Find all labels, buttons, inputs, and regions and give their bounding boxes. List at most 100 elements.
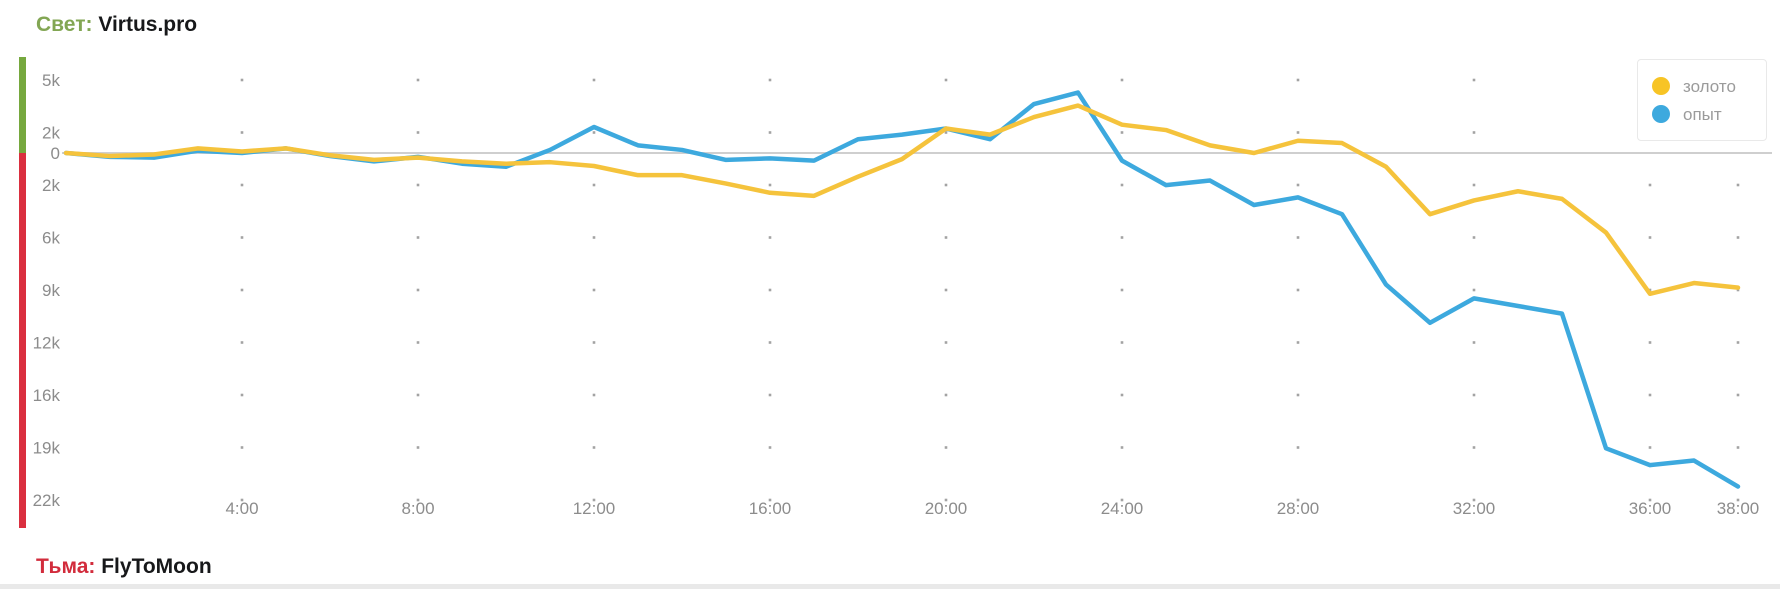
grid-dot <box>1472 393 1476 397</box>
y-axis-label: 2k <box>42 176 60 195</box>
grid-dot <box>416 78 420 82</box>
grid-dot <box>1472 498 1476 502</box>
grid-dot <box>592 341 596 344</box>
dire-team-title: Тьма: FlyToMoon <box>36 555 212 579</box>
grid-dot <box>592 236 596 239</box>
grid-dot <box>416 183 420 187</box>
grid-dot <box>1296 131 1300 134</box>
grid-dot <box>1296 446 1300 449</box>
grid-dot <box>240 288 244 292</box>
grid-dot <box>1736 236 1740 239</box>
grid-dot <box>592 183 596 187</box>
x-axis-label: 20:00 <box>925 499 968 518</box>
grid-dot <box>1736 183 1740 187</box>
grid-dot <box>240 341 244 344</box>
grid-dot <box>1472 341 1476 344</box>
grid-dot <box>240 446 244 449</box>
grid-dot <box>240 393 244 397</box>
grid-dot <box>1120 341 1124 344</box>
legend-label-xp: опыт <box>1683 104 1722 124</box>
grid-dot <box>944 236 948 239</box>
x-axis-label: 32:00 <box>1453 499 1496 518</box>
grid-dot <box>416 341 420 344</box>
y-axis-label: 19k <box>33 439 61 458</box>
y-axis-label: 16k <box>33 386 61 405</box>
grid-dot <box>1736 498 1740 502</box>
grid-dot <box>1472 131 1476 134</box>
grid-dot <box>1648 236 1652 239</box>
grid-dot <box>1296 341 1300 344</box>
grid-dot <box>1120 131 1124 134</box>
grid-dot <box>592 446 596 449</box>
bottom-divider <box>0 584 1780 589</box>
grid-dot <box>1648 183 1652 187</box>
grid-dot <box>768 183 772 187</box>
grid-dot <box>416 131 420 134</box>
radiant-side-label: Свет: <box>36 13 93 36</box>
grid-dot <box>1736 341 1740 344</box>
xp-series-dot-icon <box>1652 105 1670 123</box>
grid-dot <box>1736 446 1740 449</box>
grid-dot <box>768 288 772 292</box>
grid-dot <box>240 183 244 187</box>
x-axis-label: 24:00 <box>1101 499 1144 518</box>
grid-dot <box>1120 236 1124 239</box>
grid-dot <box>1120 393 1124 397</box>
y-axis-label: 6k <box>42 229 60 248</box>
y-axis-label: 12k <box>33 334 61 353</box>
grid-dot <box>944 393 948 397</box>
grid-dot <box>768 341 772 344</box>
grid-dot <box>240 131 244 134</box>
grid-dot <box>768 131 772 134</box>
x-axis-label: 8:00 <box>401 499 434 518</box>
grid-dot <box>240 78 244 82</box>
grid-dot <box>944 78 948 82</box>
x-axis-label: 28:00 <box>1277 499 1320 518</box>
grid-dot <box>944 341 948 344</box>
grid-dot <box>768 446 772 449</box>
grid-dot <box>592 78 596 82</box>
y-axis-label: 22k <box>33 491 61 510</box>
legend-label-gold: золото <box>1683 76 1736 96</box>
grid-dot <box>416 288 420 292</box>
grid-dot <box>1472 78 1476 82</box>
grid-dot <box>768 393 772 397</box>
grid-dot <box>592 393 596 397</box>
grid-dot <box>416 498 420 502</box>
grid-dot <box>1736 288 1740 292</box>
grid-dot <box>1120 288 1124 292</box>
y-axis-label: 5k <box>42 71 60 90</box>
radiant-team-title: Свет: Virtus.pro <box>36 13 197 37</box>
dire-side-bar <box>19 153 26 528</box>
x-axis-label: 16:00 <box>749 499 792 518</box>
dire-team-name: FlyToMoon <box>101 555 212 578</box>
dire-side-label: Тьма: <box>36 555 96 578</box>
grid-dot <box>944 498 948 502</box>
y-axis-label: 2k <box>42 124 60 143</box>
chart-legend: золото опыт <box>1637 59 1767 141</box>
grid-dot <box>1472 446 1476 449</box>
grid-dot <box>1296 236 1300 239</box>
radiant-side-bar <box>19 57 26 153</box>
gold-line <box>63 103 1741 297</box>
legend-item-xp[interactable]: опыт <box>1652 100 1766 128</box>
grid-dot <box>1296 78 1300 82</box>
grid-dot <box>1120 78 1124 82</box>
radiant-team-name: Virtus.pro <box>98 13 198 36</box>
grid-dot <box>768 236 772 239</box>
grid-dot <box>944 131 948 134</box>
grid-dot <box>240 498 244 502</box>
grid-dot <box>1472 183 1476 187</box>
grid-dot <box>592 498 596 502</box>
grid-dot <box>1648 498 1652 502</box>
grid-dot <box>416 236 420 239</box>
grid-dot <box>1296 183 1300 187</box>
x-axis-label: 4:00 <box>225 499 258 518</box>
grid-dot <box>768 498 772 502</box>
grid-dot <box>1648 446 1652 449</box>
legend-item-gold[interactable]: золото <box>1652 72 1766 100</box>
grid-dot <box>944 183 948 187</box>
grid-dot <box>1296 498 1300 502</box>
